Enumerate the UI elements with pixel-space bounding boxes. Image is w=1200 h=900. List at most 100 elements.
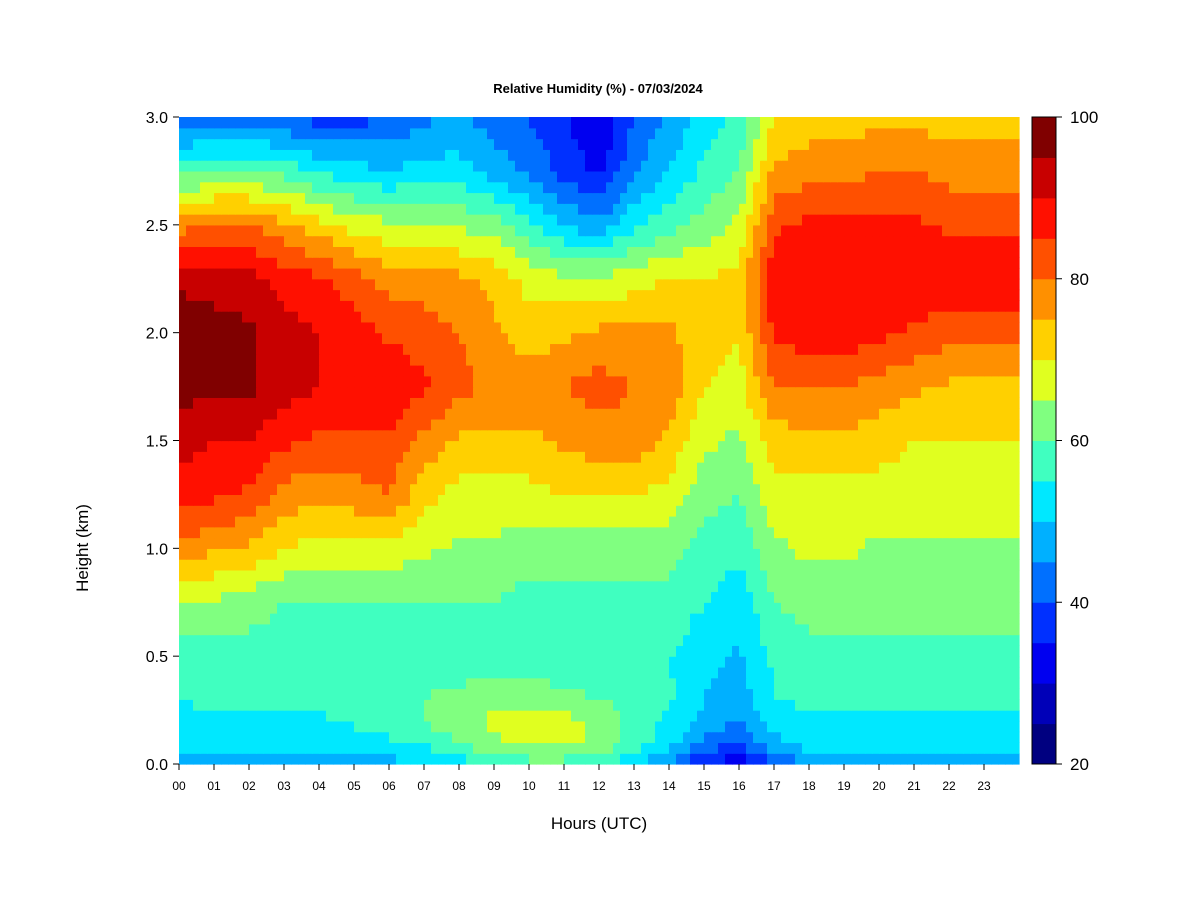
heatmap-cell xyxy=(242,623,250,636)
heatmap-cell xyxy=(403,451,411,463)
heatmap-cell xyxy=(466,418,474,431)
heatmap-cell xyxy=(452,386,460,398)
heatmap-cell xyxy=(186,418,194,431)
heatmap-cell xyxy=(816,591,824,603)
heatmap-cell xyxy=(445,472,453,485)
heatmap-cell xyxy=(704,515,712,528)
heatmap-cell xyxy=(536,666,544,679)
heatmap-cell xyxy=(298,677,306,690)
heatmap-cell xyxy=(620,537,628,549)
heatmap-cell xyxy=(508,602,516,614)
heatmap-cell xyxy=(991,623,999,636)
heatmap-cell xyxy=(347,311,355,323)
heatmap-cell xyxy=(837,569,845,582)
heatmap-cell xyxy=(361,505,369,517)
heatmap-cell xyxy=(837,526,845,539)
heatmap-cell xyxy=(935,623,943,636)
heatmap-cell xyxy=(802,720,810,733)
heatmap-cell xyxy=(396,515,404,528)
heatmap-cell xyxy=(550,386,558,398)
heatmap-cell xyxy=(753,699,761,711)
heatmap-cell xyxy=(179,559,187,571)
heatmap-cell xyxy=(326,645,334,657)
heatmap-cell xyxy=(354,505,362,517)
heatmap-cell xyxy=(676,666,684,679)
heatmap-cell xyxy=(585,451,593,463)
heatmap-cell xyxy=(984,386,992,398)
heatmap-cell xyxy=(823,418,831,431)
heatmap-cell xyxy=(760,321,768,334)
heatmap-cell xyxy=(522,418,530,431)
heatmap-cell xyxy=(263,386,271,398)
heatmap-cell xyxy=(837,505,845,517)
heatmap-cell xyxy=(1005,483,1013,496)
heatmap-cell xyxy=(249,710,257,722)
heatmap-cell xyxy=(305,332,313,345)
heatmap-cell xyxy=(543,742,551,754)
heatmap-cell xyxy=(592,462,600,474)
heatmap-cell xyxy=(970,515,978,528)
heatmap-cell xyxy=(228,365,236,377)
heatmap-cell xyxy=(592,569,600,582)
heatmap-cell xyxy=(599,494,607,506)
heatmap-cell xyxy=(809,440,817,452)
heatmap-cell xyxy=(669,440,677,452)
heatmap-cell xyxy=(536,440,544,452)
heatmap-cell xyxy=(487,720,495,733)
heatmap-cell xyxy=(872,753,880,765)
heatmap-cell xyxy=(627,494,635,506)
heatmap-cell xyxy=(431,462,439,474)
heatmap-cell xyxy=(970,666,978,679)
heatmap-cell xyxy=(704,623,712,636)
heatmap-cell xyxy=(879,354,887,366)
heatmap-cell xyxy=(410,397,418,409)
heatmap-cell xyxy=(900,472,908,485)
heatmap-cell xyxy=(865,710,873,722)
heatmap-cell xyxy=(865,634,873,646)
heatmap-cell xyxy=(795,483,803,496)
heatmap-cell xyxy=(564,580,572,593)
heatmap-cell xyxy=(249,494,257,506)
heatmap-cell xyxy=(865,429,873,442)
heatmap-cell xyxy=(368,440,376,452)
heatmap-cell xyxy=(536,321,544,334)
heatmap-cell xyxy=(774,688,782,700)
heatmap-cell xyxy=(403,548,411,560)
heatmap-cell xyxy=(459,515,467,528)
heatmap-cell xyxy=(599,429,607,442)
heatmap-cell xyxy=(578,505,586,517)
heatmap-cell xyxy=(592,688,600,700)
heatmap-cell xyxy=(284,537,292,549)
heatmap-cell xyxy=(473,688,481,700)
heatmap-cell xyxy=(753,526,761,539)
heatmap-cell xyxy=(844,699,852,711)
heatmap-cell xyxy=(767,688,775,700)
heatmap-cell xyxy=(592,720,600,733)
heatmap-cell xyxy=(816,710,824,722)
heatmap-cell xyxy=(459,462,467,474)
heatmap-cell xyxy=(942,753,950,765)
heatmap-cell xyxy=(193,666,201,679)
heatmap-cell xyxy=(830,613,838,625)
heatmap-cell xyxy=(578,591,586,603)
heatmap-cell xyxy=(557,656,565,668)
heatmap-cell xyxy=(417,720,425,733)
heatmap-cell xyxy=(298,731,306,744)
heatmap-cell xyxy=(949,720,957,733)
heatmap-cell xyxy=(270,526,278,539)
heatmap-cell xyxy=(683,472,691,485)
heatmap-cell xyxy=(774,602,782,614)
heatmap-cell xyxy=(578,354,586,366)
heatmap-cell xyxy=(802,451,810,463)
heatmap-cell xyxy=(613,634,621,646)
heatmap-cell xyxy=(921,472,929,485)
heatmap-cell xyxy=(543,559,551,571)
heatmap-cell xyxy=(480,354,488,366)
heatmap-cell xyxy=(725,354,733,366)
heatmap-cell xyxy=(858,688,866,700)
heatmap-cell xyxy=(774,753,782,765)
heatmap-cell xyxy=(935,526,943,539)
heatmap-cell xyxy=(340,645,348,657)
heatmap-cell xyxy=(718,742,726,754)
heatmap-cell xyxy=(921,354,929,366)
